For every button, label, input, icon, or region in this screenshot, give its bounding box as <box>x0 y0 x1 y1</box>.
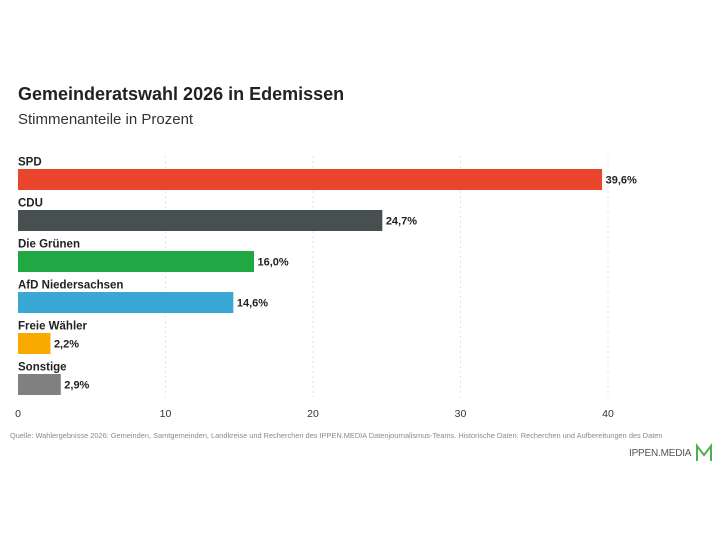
brand-name: IPPEN.MEDIA <box>629 447 692 459</box>
chart-subtitle: Stimmenanteile in Prozent <box>18 111 194 128</box>
x-tick-label: 10 <box>160 408 172 420</box>
ippen-media-m-logo-icon <box>696 443 713 461</box>
data-label: 16,0% <box>258 257 289 269</box>
category-label: Die Grünen <box>18 239 80 251</box>
category-label: SPD <box>18 157 42 169</box>
category-label: Freie Wähler <box>18 321 88 333</box>
data-label: 2,9% <box>64 380 89 392</box>
bar <box>18 374 61 395</box>
category-label: CDU <box>18 198 43 210</box>
data-label: 2,2% <box>54 339 79 351</box>
data-label: 24,7% <box>386 216 417 228</box>
category-label: Sonstige <box>18 362 67 374</box>
x-tick-label: 30 <box>455 408 467 420</box>
x-tick-label: 40 <box>602 408 614 420</box>
bar <box>18 210 383 231</box>
bar <box>18 169 603 190</box>
data-label: 39,6% <box>606 175 637 187</box>
source-note: Quelle: Wahlergebnisse 2026: Gemeinden, … <box>10 431 663 440</box>
bar <box>18 292 234 313</box>
category-label: AfD Niedersachsen <box>18 280 123 292</box>
data-label: 14,6% <box>237 298 268 310</box>
x-tick-label: 0 <box>15 408 21 420</box>
bar <box>18 333 51 354</box>
bar-chart: 0 10 20 30 40 SPD 39,6% CDU 24,7% Die Grünen 16,0%… <box>15 156 637 420</box>
x-tick-label: 20 <box>307 408 319 420</box>
bar <box>18 251 254 272</box>
chart-title: Gemeinderatswahl 2026 in Edemissen <box>18 84 345 104</box>
brand: IPPEN.MEDIA <box>629 443 713 463</box>
